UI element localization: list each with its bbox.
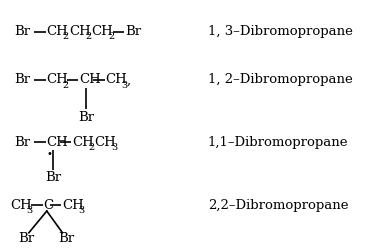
Text: 2: 2 [62,81,69,90]
Text: CH: CH [46,73,68,86]
Text: Br: Br [14,73,30,86]
Text: Br: Br [14,25,30,38]
Text: 3: 3 [27,206,33,215]
Text: C: C [43,198,54,212]
Text: Br: Br [14,136,30,149]
Text: 2: 2 [108,32,114,42]
Text: Br: Br [45,171,61,184]
Text: Br: Br [125,25,141,38]
Text: 3: 3 [78,206,85,215]
Text: 1, 2–Dibromopropane: 1, 2–Dibromopropane [208,73,353,86]
Text: CH: CH [46,25,68,38]
Text: CH: CH [10,198,32,212]
Text: 1, 3–Dibromopropane: 1, 3–Dibromopropane [208,25,353,38]
Text: Br: Br [78,111,94,124]
Text: 1,1–Dibromopropane: 1,1–Dibromopropane [208,136,348,149]
Text: 2: 2 [88,143,95,152]
Text: 3: 3 [122,81,128,90]
Text: CH: CH [69,25,90,38]
Text: ,: , [127,73,131,86]
Text: CH: CH [105,73,127,86]
Text: •: • [47,149,52,159]
Text: 3: 3 [111,143,117,152]
Text: Br: Br [19,232,35,245]
Text: CH: CH [92,25,113,38]
Text: CH: CH [46,136,68,149]
Text: 2: 2 [62,32,69,42]
Text: CH: CH [72,136,94,149]
Text: 2,2–Dibromopropane: 2,2–Dibromopropane [208,198,348,212]
Text: CH: CH [62,198,84,212]
Text: 2: 2 [85,32,92,42]
Text: CH: CH [95,136,116,149]
Text: CH: CH [79,73,101,86]
Text: Br: Br [59,232,75,245]
